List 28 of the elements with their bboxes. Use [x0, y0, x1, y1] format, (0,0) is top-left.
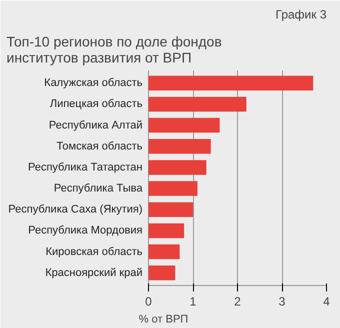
x-tick-label: 1 — [190, 294, 197, 308]
x-tick-label: 4 — [323, 294, 330, 308]
x-tick-label: 0 — [145, 294, 152, 308]
x-axis-title: % от ВРП — [138, 314, 188, 326]
bar — [148, 160, 206, 175]
y-tick-label: Республика Алтай — [48, 119, 143, 132]
bar — [148, 76, 314, 91]
y-tick-label: Республика Саха (Якутия) — [8, 204, 143, 216]
bar — [148, 96, 246, 112]
y-tick-label: Липецкая область — [50, 98, 143, 110]
bar — [148, 265, 176, 280]
bar — [148, 223, 184, 238]
text: График 3 — [275, 8, 327, 22]
y-tick-label: Республика Мордовия — [28, 224, 143, 237]
bar — [148, 244, 180, 260]
y-tick-label: Республика Тыва — [54, 182, 144, 195]
chart-title: Топ-10 регионов по доле фондов институтов развития от ВРП — [6, 34, 222, 66]
y-tick-label: Томская область — [56, 140, 143, 152]
y-tick-label: Калужская область — [44, 77, 143, 90]
x-tick-label: 2 — [234, 294, 242, 308]
bar — [148, 202, 193, 217]
bar — [148, 181, 198, 196]
y-tick-label: Красноярский край — [45, 266, 143, 279]
y-tick-label: Республика Татарстан — [28, 161, 143, 174]
x-tick-label: 3 — [278, 294, 286, 308]
y-tick-label: Кировская область — [46, 246, 143, 258]
bar — [148, 139, 211, 154]
bar — [148, 118, 220, 133]
